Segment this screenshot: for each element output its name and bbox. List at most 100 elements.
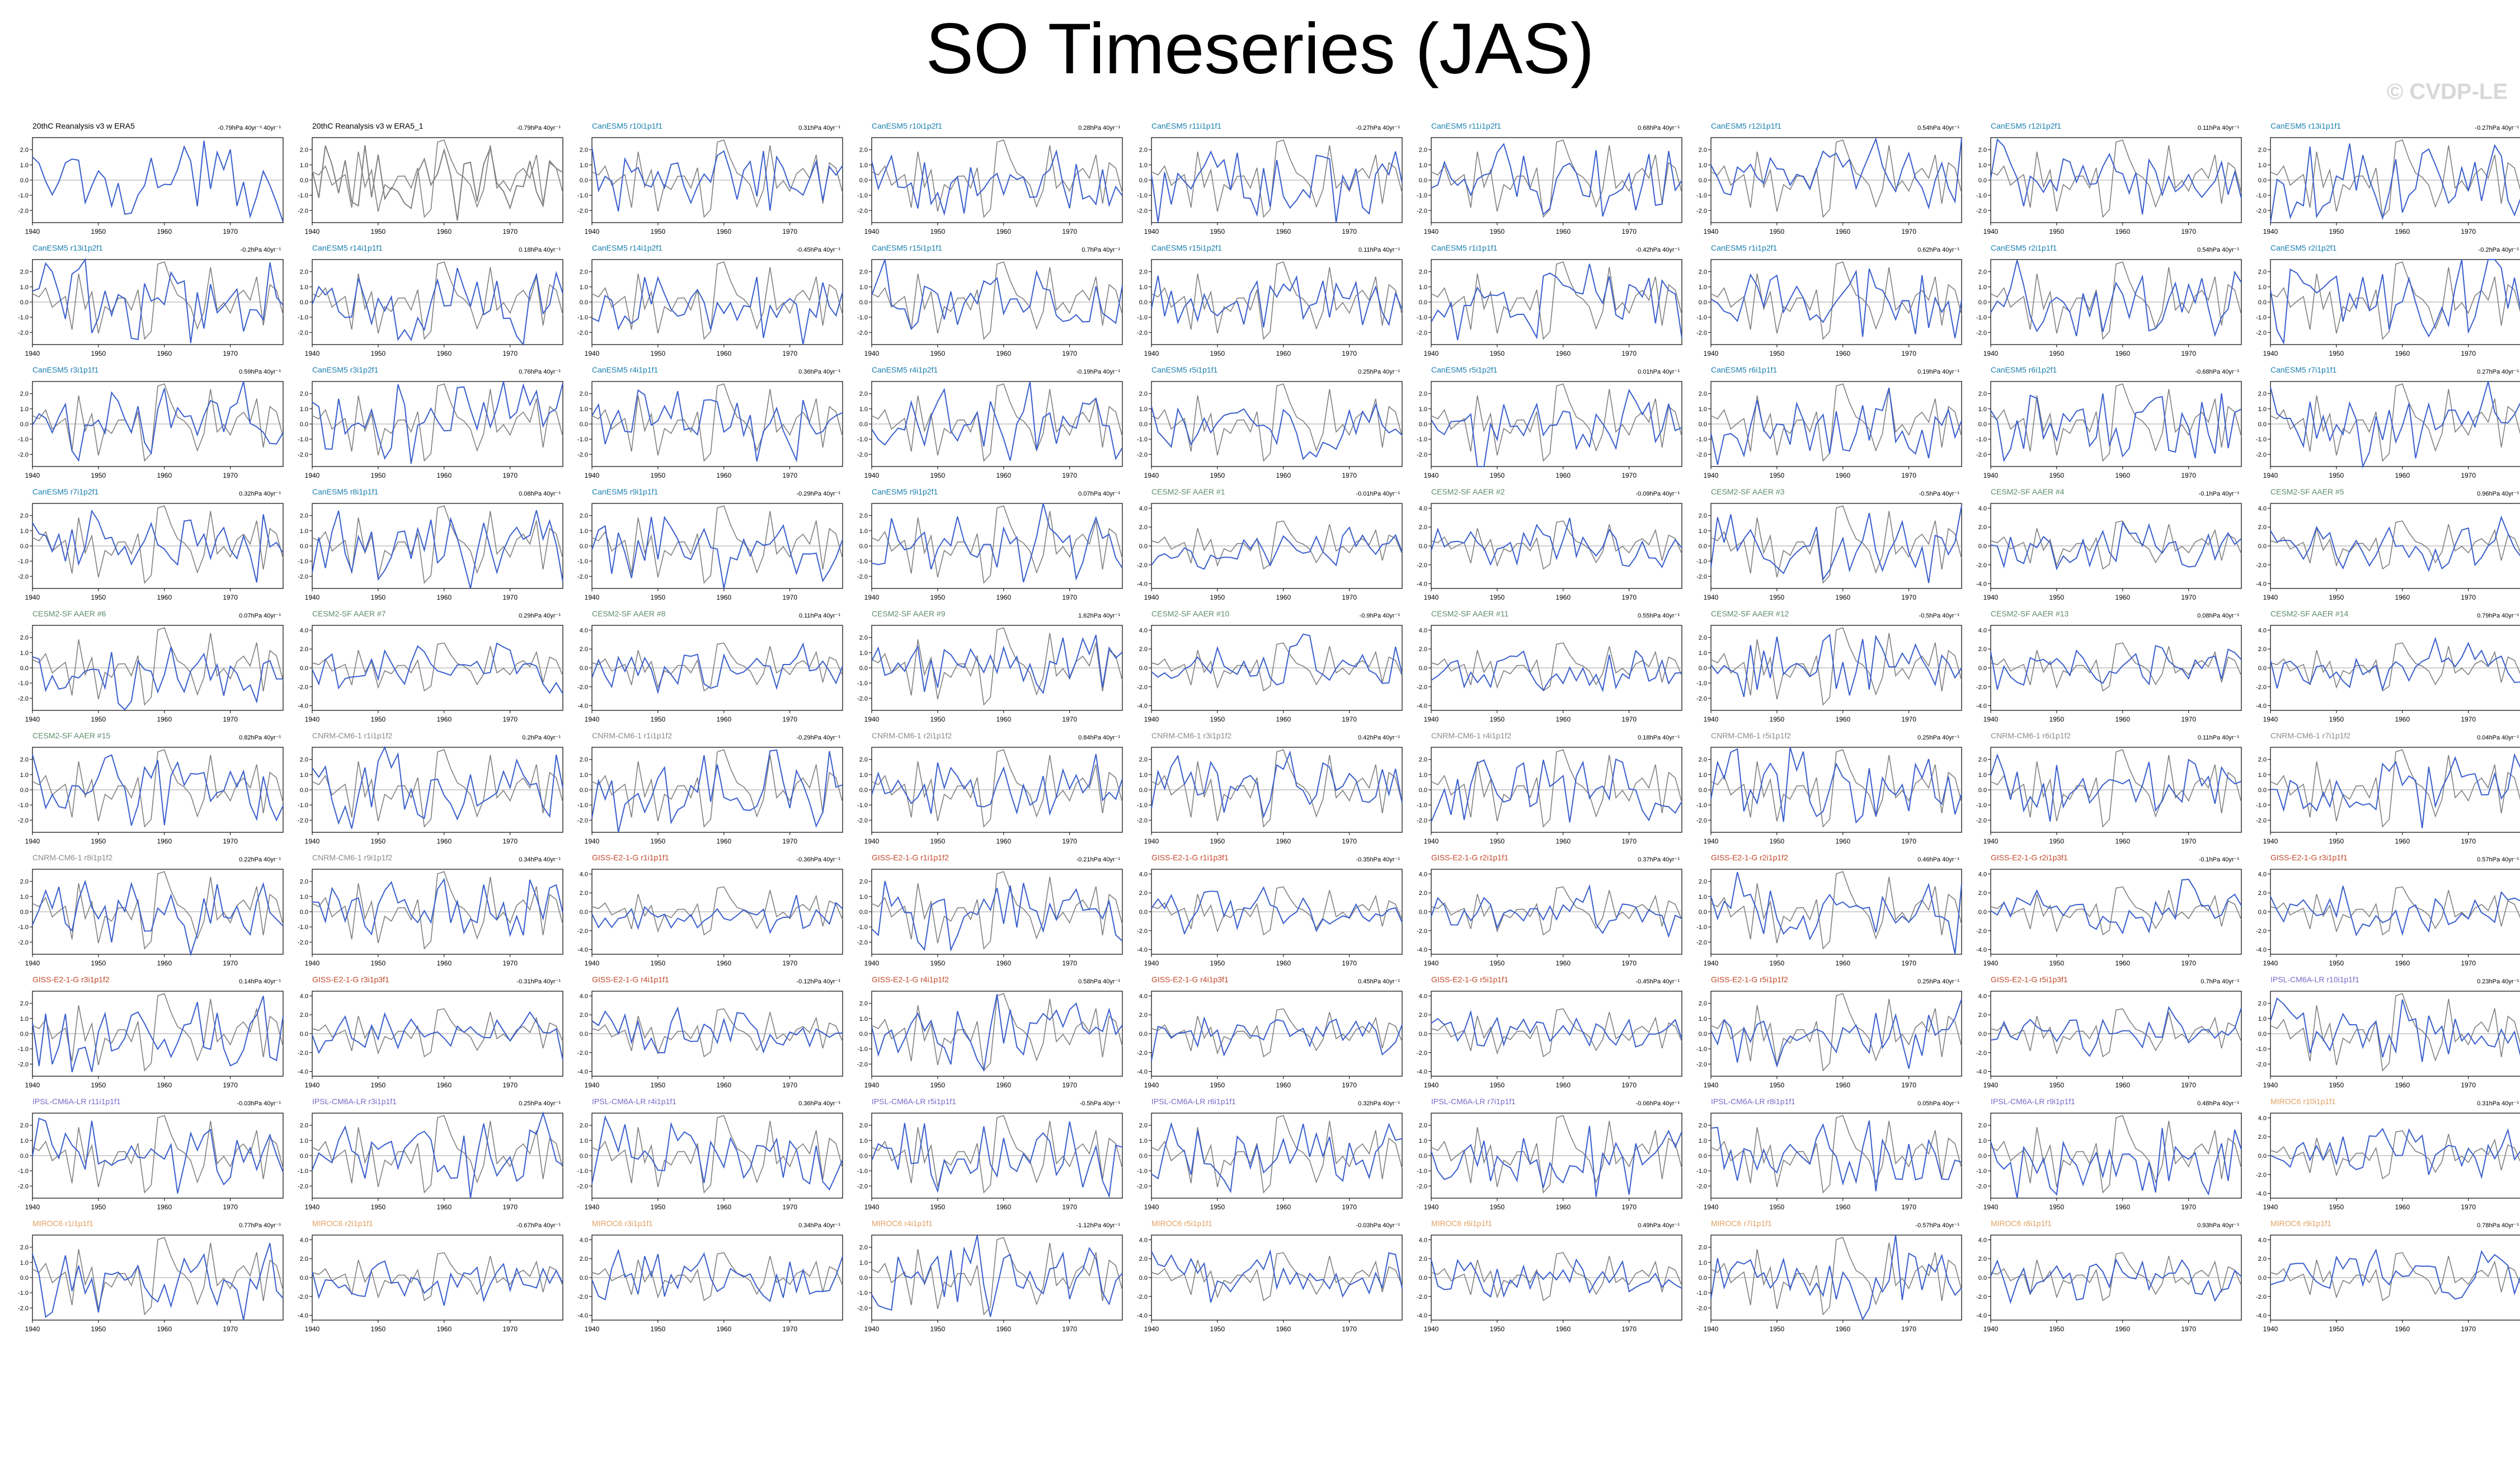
model-series-line xyxy=(2270,885,2520,936)
observed-series-line xyxy=(312,1252,563,1302)
y-tick-label: 1.0 xyxy=(20,1138,29,1144)
y-tick-label: -2.0 xyxy=(2256,684,2267,691)
observed-series-line xyxy=(591,139,843,218)
observed-series-line xyxy=(2270,383,2520,462)
y-tick-label: -2.0 xyxy=(1137,1294,1148,1301)
panel-title: CanESM5 r2i1p2f1 xyxy=(2270,243,2337,252)
y-tick-label: 0.0 xyxy=(859,1275,868,1281)
y-tick-label: 0.0 xyxy=(859,299,868,306)
x-tick-label: 1960 xyxy=(1276,1203,1291,1211)
x-tick-label: 1970 xyxy=(502,959,518,967)
x-tick-label: 1970 xyxy=(782,1203,797,1211)
x-tick-label: 1960 xyxy=(716,1203,731,1211)
x-tick-label: 1940 xyxy=(305,472,320,479)
y-tick-label: 2.0 xyxy=(20,757,29,764)
x-tick-label: 1960 xyxy=(2395,715,2410,723)
x-tick-label: 1970 xyxy=(1342,472,1357,479)
y-tick-label: 1.0 xyxy=(859,1260,868,1266)
model-series-line xyxy=(1710,505,1962,583)
y-tick-label: 0.0 xyxy=(1699,543,1707,550)
y-tick-label: 2.0 xyxy=(1139,1256,1148,1262)
y-tick-label: -4.0 xyxy=(577,1313,588,1320)
x-tick-label: 1970 xyxy=(1901,715,1916,723)
panel-trend-label: 0.25hPa 40yr⁻¹ xyxy=(1358,369,1400,375)
y-tick-label: -2.0 xyxy=(1137,928,1148,935)
y-tick-label: -2.0 xyxy=(2256,1061,2267,1068)
x-tick-label: 1940 xyxy=(305,1325,320,1333)
x-tick-label: 1960 xyxy=(2395,1325,2410,1333)
panel-trend-label: 0.32hPa 40yr⁻¹ xyxy=(1358,1100,1400,1107)
model-series-line xyxy=(32,140,284,223)
y-tick-label: 2.0 xyxy=(1978,269,1987,276)
y-tick-label: 4.0 xyxy=(580,627,588,634)
y-tick-label: 0.0 xyxy=(580,1153,588,1160)
y-tick-label: 1.0 xyxy=(580,284,588,291)
x-tick-label: 1960 xyxy=(1555,1325,1571,1333)
y-tick-label: -4.0 xyxy=(1137,581,1148,588)
observed-series-line xyxy=(1151,383,1403,462)
y-tick-label: 1.0 xyxy=(1978,406,1987,413)
y-tick-label: -1.0 xyxy=(1696,924,1707,931)
x-tick-label: 1970 xyxy=(782,715,797,723)
model-series-line xyxy=(1710,998,1962,1069)
x-tick-label: 1950 xyxy=(1210,959,1225,967)
panel-title: CanESM5 r11i1p2f1 xyxy=(1431,121,1501,130)
timeseries-panel: CanESM5 r5i1p2f1 0.01hPa 40yr⁻¹ 2.0 1.0 0.0 -… xyxy=(1417,365,1682,479)
x-tick-label: 1960 xyxy=(1555,1081,1571,1089)
timeseries-panel: CanESM5 r7i1p2f1 0.32hPa 40yr⁻¹ 2.0 1.0 0.0 -… xyxy=(18,487,284,601)
panel-title: CESM2-SF AAER #11 xyxy=(1431,609,1508,618)
x-tick-label: 1950 xyxy=(1210,350,1225,357)
y-tick-label: -2.0 xyxy=(298,684,308,691)
observed-series-line xyxy=(32,505,284,584)
observed-series-line xyxy=(1151,139,1403,218)
x-tick-label: 1960 xyxy=(716,715,731,723)
panel-trend-label: -0.06hPa 40yr⁻¹ xyxy=(1635,1100,1680,1107)
x-tick-label: 1960 xyxy=(1555,959,1571,967)
panel-trend-label: 0.25hPa 40yr⁻¹ xyxy=(1917,978,1959,985)
x-tick-label: 1970 xyxy=(2181,959,2196,967)
x-tick-label: 1950 xyxy=(1770,350,1785,357)
timeseries-panel: CNRM-CM6-1 r1i1p1f2 0.2hPa 40yr⁻¹ 2.0 1.0 0.… xyxy=(298,731,563,845)
timeseries-panel: CanESM5 r15i1p1f1 0.7hPa 40yr⁻¹ 2.0 1.0 0.0 -… xyxy=(857,243,1123,357)
x-tick-label: 1960 xyxy=(157,350,172,357)
y-tick-label: -4.0 xyxy=(1137,703,1148,710)
y-tick-label: -4.0 xyxy=(1976,947,1987,954)
y-tick-label: 2.0 xyxy=(1699,879,1707,885)
panel-title: GISS-E2-1-G r1i1p1f1 xyxy=(592,853,669,862)
model-series-line xyxy=(1710,1120,1962,1191)
model-series-line xyxy=(2270,1128,2520,1180)
observed-series-line xyxy=(312,749,563,828)
panel-title: CESM2-SF AAER #13 xyxy=(1991,609,2068,618)
observed-series-line xyxy=(1990,383,2242,462)
y-tick-label: 2.0 xyxy=(1699,1123,1707,1129)
panel-trend-label: -0.5hPa 40yr⁻¹ xyxy=(1919,491,1960,497)
panel-trend-label: -0.27hPa 40yr⁻¹ xyxy=(1356,125,1400,131)
observed-series-line xyxy=(871,627,1123,706)
x-tick-label: 1950 xyxy=(2329,1203,2344,1211)
model-series-line xyxy=(1710,633,1962,698)
timeseries-panel: CanESM5 r12i1p2f1 0.11hPa 40yr⁻¹ 2.0 1.0 0.0… xyxy=(1976,121,2242,235)
x-tick-label: 1950 xyxy=(2049,959,2065,967)
y-tick-label: -4.0 xyxy=(298,1069,308,1076)
panel-title: CanESM5 r1i1p2f1 xyxy=(1711,243,1778,252)
panel-title: CESM2-SF AAER #7 xyxy=(312,609,386,618)
x-tick-label: 1950 xyxy=(930,228,946,235)
y-tick-label: 1.0 xyxy=(859,1138,868,1144)
y-tick-label: 0.0 xyxy=(2258,1031,2267,1038)
y-tick-label: -2.0 xyxy=(577,1183,588,1190)
x-tick-label: 1970 xyxy=(1062,593,1077,601)
y-tick-label: -2.0 xyxy=(1976,1050,1987,1057)
y-tick-label: 2.0 xyxy=(1978,1256,1987,1262)
y-tick-label: -1.0 xyxy=(298,558,308,565)
x-tick-label: 1940 xyxy=(2263,959,2278,967)
observed-series-line xyxy=(1151,642,1403,692)
x-tick-label: 1970 xyxy=(2461,1081,2476,1089)
y-tick-label: -2.0 xyxy=(1976,208,1987,214)
y-tick-label: 1.0 xyxy=(1699,406,1707,413)
y-tick-label: -4.0 xyxy=(298,703,308,710)
y-tick-label: -2.0 xyxy=(857,817,868,824)
x-tick-label: 1960 xyxy=(157,1325,172,1333)
panel-title: GISS-E2-1-G r2i1p1f2 xyxy=(1711,853,1788,862)
observed-series-line xyxy=(1710,993,1962,1072)
y-tick-label: -2.0 xyxy=(857,451,868,458)
